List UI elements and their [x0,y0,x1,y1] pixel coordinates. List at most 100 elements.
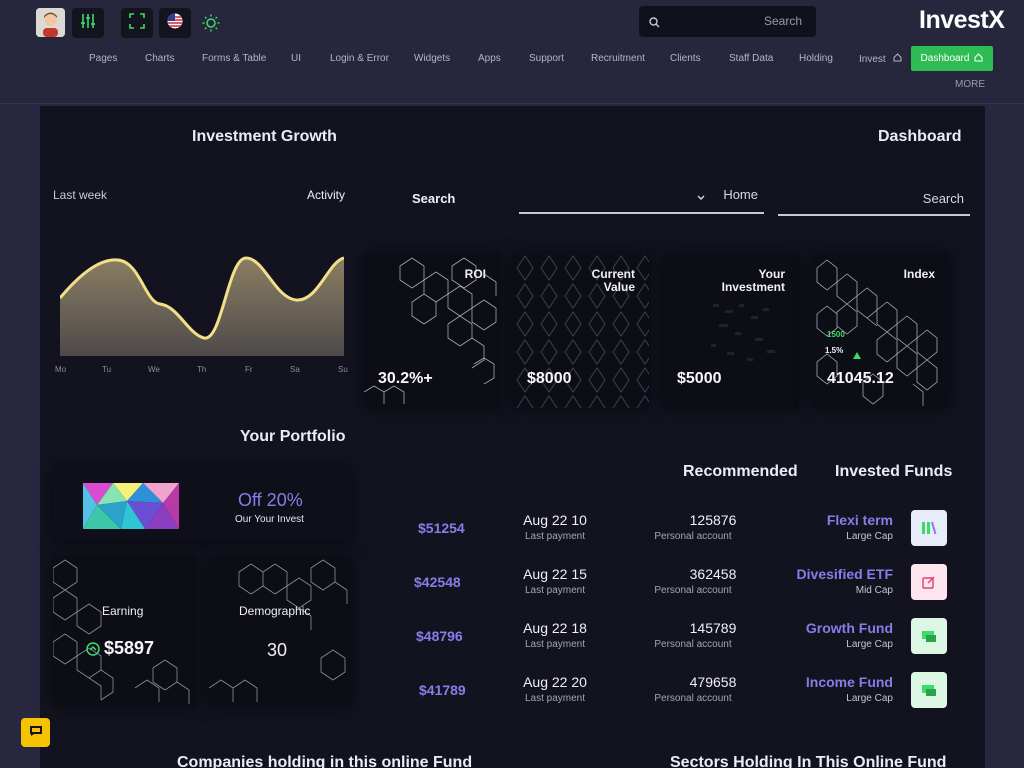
fund-cap: Large Cap [846,639,893,650]
fund-cap: Large Cap [846,693,893,704]
nav-item-apps[interactable]: Apps [478,53,501,64]
nav-item-dashboard[interactable]: Dashboard [911,46,993,71]
language-button[interactable] [159,8,191,38]
fund-account: 362458 [689,566,737,582]
stat-label: Current Value [591,267,635,294]
sliders-icon [79,12,97,35]
demographic-label: Demographic [239,604,311,618]
earning-card[interactable]: Earning $5897 [53,558,195,706]
fund-account: 479658 [689,674,737,690]
header-search-input[interactable]: Search [639,6,816,37]
stat-value: $8000 [527,370,572,387]
fund-account-label: Personal account [654,693,732,704]
nav-item-login-error[interactable]: Login & Error [330,53,389,64]
dashboard-title: Dashboard [878,128,962,145]
companies-holding-title: Companies holding in this online Fund [177,754,473,768]
fullscreen-icon [129,12,145,34]
fund-date-label: Last payment [524,639,586,650]
stat-value: 30.2%+ [378,370,433,387]
fund-account-label: Personal account [654,531,732,542]
growth-title: Investment Growth [192,128,337,145]
home-icon [893,53,902,65]
pattern-lines [816,259,938,406]
stat-card-roi[interactable]: ROI 30.2%+ [364,254,500,408]
nav-item-support[interactable]: Support [529,53,565,64]
nav-item-recruitment[interactable]: Recruitment [591,53,645,64]
presentation-icon [911,672,947,708]
index-badge: 1500 [827,330,845,339]
nav-item-widgets[interactable]: Widgets [414,53,451,64]
us-flag-icon [167,13,183,34]
chat-button[interactable] [21,718,50,747]
pattern-diamonds [513,254,649,408]
settings-sliders-button[interactable] [72,8,104,38]
stat-value: 41045.12 [827,370,894,387]
nav-item-clients[interactable]: Clients [670,53,701,64]
page-select[interactable]: Home [519,187,764,214]
offer-card[interactable]: Off 20% Our Your Invest [53,468,351,542]
fund-date: Aug 22 18 [523,620,587,636]
fund-name: Growth Fund [805,620,893,636]
portfolio-title: Your Portfolio [240,428,346,445]
fund-name: Divesified ETF [796,566,893,582]
pattern-lines [364,257,497,404]
fund-account-label: Personal account [654,639,732,650]
nav-item-invest[interactable]: Invest [859,53,902,65]
stat-label: Index [903,267,935,281]
fund-date-label: Last payment [524,585,586,596]
page-select-value: Home [723,187,758,202]
day-label: Mo [55,365,67,374]
nav-item-charts[interactable]: Charts [145,53,175,64]
day-label: Tu [102,365,112,374]
growth-activity-label[interactable]: Activity [307,188,346,202]
fund-date-label: Last payment [524,693,586,704]
offer-subtitle: Our Your Invest [235,514,304,525]
nav-item-ui[interactable]: UI [291,53,301,64]
fullscreen-button[interactable] [121,8,153,38]
nav-more[interactable]: MORE [955,79,985,90]
earning-label: Earning [102,604,144,618]
nav-item-holding[interactable]: Holding [799,53,833,64]
stat-value: $5000 [677,370,722,387]
fund-date-label: Last payment [524,531,586,542]
day-label: Sa [290,365,300,374]
stat-card-your-investment[interactable]: Your Investment $5000 [663,254,799,408]
fund-amount: $51254 [418,520,465,536]
offer-title: Off 20% [238,490,303,510]
triangle-up-icon [853,346,861,364]
sectors-holding-title: Sectors Holding In This Online Fund [670,754,947,768]
dashboard-search-label: Search [412,191,456,206]
theme-toggle-icon[interactable] [202,14,220,37]
pattern-dots [711,304,775,361]
nav-item-pages[interactable]: Pages [89,53,118,64]
nav-item-forms-table[interactable]: Forms & Table [202,53,267,64]
day-label: Th [197,365,207,374]
invested-funds-tab[interactable]: Invested Funds [835,463,953,480]
fund-account: 145789 [689,620,737,636]
earning-value: $5897 [104,638,155,658]
nav-item-invest-label: Invest [859,54,886,65]
pattern-lines [209,559,348,702]
search-icon [649,15,660,33]
fund-amount: $48796 [416,628,463,644]
user-avatar[interactable] [36,8,65,37]
demographic-value: 30 [267,640,288,660]
day-label: Su [338,365,348,374]
offer-image [83,483,179,529]
growth-area-chart [60,256,344,356]
stat-card-index[interactable]: Index 1500 1.5% 41045.12 [813,254,949,408]
fund-date: Aug 22 20 [523,674,587,690]
arrow-up-circle-icon [86,642,100,661]
stat-label: ROI [464,267,486,281]
pattern-lines [53,559,190,704]
demographic-card[interactable]: Demographic 30 [209,558,351,706]
dashboard-search-input[interactable]: Search [778,191,970,216]
fund-amount: $41789 [419,682,466,698]
recommended-tab[interactable]: Recommended [683,463,798,480]
growth-period-label: Last week [53,188,108,202]
nav-item-staff-data[interactable]: Staff Data [729,53,774,64]
edit-icon [911,564,947,600]
fund-date: Aug 22 15 [523,566,587,582]
stat-card-current-value[interactable]: Current Value $8000 [513,254,649,408]
app-logo: InvestX [919,6,1005,34]
